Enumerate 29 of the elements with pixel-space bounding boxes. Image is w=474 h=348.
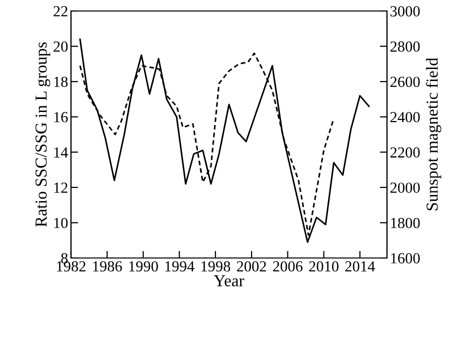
x-tick-label: 1994 <box>165 261 194 272</box>
y2-axis-title: Sunspot magnetic field <box>426 58 442 210</box>
y-tick-label: 12 <box>54 182 68 193</box>
y-tick-label: 14 <box>54 147 68 158</box>
y2-tick-label: 2600 <box>390 76 420 88</box>
y-tick-label: 16 <box>54 112 68 122</box>
x-tick-label: 2010 <box>309 261 338 272</box>
y2-tick-label: 2400 <box>390 112 420 122</box>
y-tick-label: 8 <box>61 253 68 264</box>
y2-tick-label: 2800 <box>390 41 420 52</box>
x-axis-title: Year <box>214 275 244 286</box>
y-tick-label: 20 <box>54 41 68 52</box>
y2-tick-label: 2200 <box>390 147 420 158</box>
y2-tick-label: 2000 <box>390 182 420 193</box>
y-tick-label: 10 <box>54 218 68 228</box>
y2-tick-label: 1800 <box>391 218 420 228</box>
x-tick-label: 1982 <box>57 261 86 272</box>
x-tick-label: 2014 <box>345 261 375 272</box>
x-tick-label: 1986 <box>93 261 122 272</box>
y-axis-title: Ratio SSC/SSG in L groups <box>36 42 50 227</box>
x-tick-label: 2002 <box>236 261 266 272</box>
y2-tick-label: 3000 <box>390 6 420 16</box>
y2-tick-label: 1600 <box>391 253 420 264</box>
x-tick-label: 1990 <box>129 261 158 272</box>
y-tick-label: 22 <box>54 6 68 16</box>
y-tick-label: 18 <box>54 76 68 88</box>
line-series <box>79 38 370 243</box>
x-tick-label: 1998 <box>202 261 230 272</box>
x-tick-label: 2006 <box>273 261 303 272</box>
